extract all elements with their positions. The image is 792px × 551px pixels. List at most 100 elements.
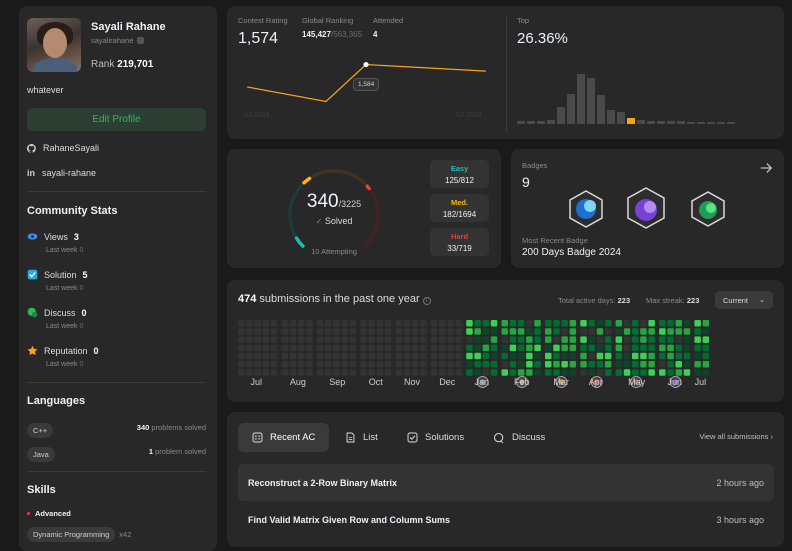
heatmap-grid[interactable] [227, 280, 784, 402]
badge-icon[interactable] [689, 190, 727, 228]
tab-solutions[interactable]: Solutions [393, 423, 478, 452]
heatmap-cell [596, 328, 604, 335]
heatmap-cell [420, 344, 427, 352]
heatmap-cell [553, 328, 560, 335]
heatmap-cell [561, 361, 568, 368]
heatmap-cell [238, 336, 245, 343]
submission-row[interactable]: Reconstruct a 2-Row Binary Matrix 2 hour… [238, 464, 774, 501]
heatmap-cell [412, 344, 419, 352]
heatmap-cell [430, 344, 438, 352]
heatmap-cell [254, 336, 261, 343]
badge-icon[interactable] [567, 189, 605, 229]
heatmap-cell [289, 336, 297, 343]
heatmap-cell [501, 328, 508, 335]
heatmap-cell [596, 361, 604, 368]
language-chip[interactable]: C++ [27, 423, 54, 438]
heatmap-cell [509, 344, 517, 352]
heatmap-cell [683, 320, 691, 327]
heatmap-cell [420, 336, 427, 343]
heatmap-cell [246, 352, 253, 360]
heatmap-cell [509, 320, 517, 327]
heatmap-cell [403, 344, 411, 352]
heatmap-cell [376, 328, 384, 335]
stat-discuss: Discuss 0 [27, 307, 87, 318]
stat-sub-label: Last week [46, 323, 78, 330]
avatar[interactable] [27, 18, 81, 72]
period-select[interactable]: Current ⌄ [715, 291, 773, 309]
heatmap-cell [455, 369, 462, 376]
heatmap-cell [604, 328, 612, 335]
info-icon[interactable]: i [422, 297, 431, 305]
heatmap-cell [384, 352, 392, 360]
heatmap-cell [270, 361, 278, 368]
heatmap-cell [482, 320, 490, 327]
heatmap-cell [384, 361, 392, 368]
top-histogram[interactable] [517, 66, 777, 126]
heatmap-cell [632, 361, 639, 368]
language-count: 340 [136, 423, 150, 432]
github-link[interactable]: RahaneSayali [27, 143, 99, 153]
difficulty-easy[interactable]: Easy 125/812 [430, 160, 489, 188]
heatmap-cell [569, 344, 577, 352]
heatmap-cell [270, 320, 278, 327]
heatmap-cell [270, 336, 278, 343]
heatmap-cell [526, 369, 533, 376]
heatmap-cell [316, 361, 324, 368]
github-icon [27, 143, 36, 153]
heatmap-cell [659, 336, 666, 343]
heatmap-cell [648, 336, 655, 343]
solved-ring[interactable] [281, 161, 387, 261]
heatmap-cell [702, 361, 710, 368]
heatmap-cell [615, 344, 623, 352]
submission-heatmap-card: 474 submissions in the past one year i T… [227, 280, 784, 402]
heatmap-cell [376, 369, 384, 376]
discuss-icon [27, 307, 38, 318]
heatmap-cell [403, 336, 411, 343]
view-all-link[interactable]: View all submissions › [699, 432, 773, 441]
month-label: Feb [514, 377, 530, 387]
linkedin-link[interactable]: in sayali-rahane [27, 168, 96, 178]
rank-value: 219,701 [117, 59, 154, 70]
heatmap-cell [270, 328, 278, 335]
heatmap-cell [501, 336, 508, 343]
tab-recent-ac[interactable]: Recent AC [238, 423, 330, 452]
heatmap-cell [395, 328, 403, 335]
skills-title: Skills [27, 484, 56, 496]
heatmap-cell [403, 361, 411, 368]
heatmap-cell [509, 328, 517, 335]
heatmap-cell [306, 328, 313, 335]
submission-time: 3 hours ago [716, 515, 764, 525]
heatmap-cell [553, 352, 560, 360]
heatmap-cell [667, 344, 674, 352]
language-chip[interactable]: Java [27, 447, 55, 462]
edit-profile-button[interactable]: Edit Profile [27, 108, 206, 131]
heatmap-cell [659, 344, 666, 352]
heatmap-cell [289, 369, 297, 376]
heatmap-cell [615, 328, 623, 335]
badge-icon[interactable] [624, 186, 668, 230]
chevron-right-icon: › [770, 432, 774, 441]
difficulty-hard[interactable]: Hard 33/719 [430, 228, 489, 256]
heatmap-cell [376, 352, 384, 360]
heatmap-cell [604, 336, 612, 343]
heatmap-cell [447, 336, 454, 343]
tab-list[interactable]: List [331, 423, 392, 452]
difficulty-medium[interactable]: Med. 182/1694 [430, 194, 489, 222]
heatmap-cell [648, 344, 655, 352]
max-streak-value: 223 [686, 296, 700, 305]
heatmap-cell [501, 352, 508, 360]
heatmap-cell [306, 361, 313, 368]
heatmap-cell [262, 361, 270, 368]
skill-chip[interactable]: Dynamic Programming [27, 527, 116, 542]
arrow-right-icon[interactable] [759, 161, 773, 175]
global-total: /563,365 [330, 30, 363, 39]
tab-discuss[interactable]: Discuss [479, 423, 559, 452]
heatmap-cell [289, 352, 297, 360]
rating-chart[interactable] [227, 6, 517, 139]
heatmap-cell [281, 344, 288, 352]
stat-sub-label: Last week [46, 361, 78, 368]
heatmap-cell [474, 369, 481, 376]
heatmap-cell [545, 320, 552, 327]
heatmap-cell [412, 320, 419, 327]
submission-row[interactable]: Find Valid Matrix Given Row and Column S… [238, 501, 774, 538]
